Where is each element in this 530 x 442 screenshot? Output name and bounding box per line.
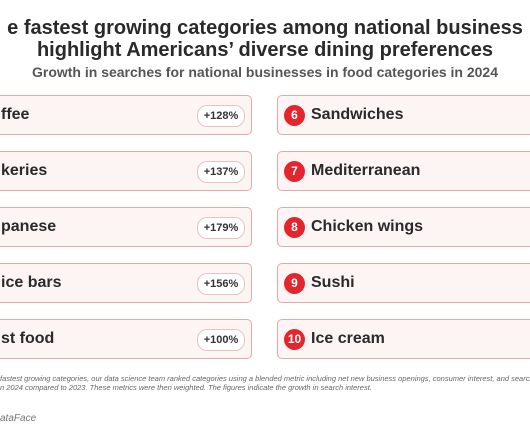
category-label: ffee <box>1 106 30 123</box>
category-label: Mediterranean <box>311 162 421 179</box>
title: highlight Americans’ diverse dining pref… <box>36 39 494 61</box>
category-label: st food <box>1 330 55 347</box>
category-card: 6 Sandwiches <box>277 95 530 135</box>
category-label: Chicken wings <box>311 218 424 235</box>
category-card: panese +179% <box>0 207 252 247</box>
category-label: ice bars <box>1 274 62 291</box>
category-label: Sandwiches <box>311 106 404 123</box>
subtitle: Growth in searches for national business… <box>31 64 499 80</box>
footnote: n 2024 compared to 2023. These metrics w… <box>0 383 372 392</box>
category-card: 7 Mediterranean <box>277 151 530 191</box>
category-card: ice bars +156% <box>0 263 252 303</box>
rank-badge: 7 <box>284 161 305 182</box>
growth-badge: +156% <box>197 273 245 295</box>
title: e fastest growing categories among natio… <box>7 17 523 39</box>
category-label: panese <box>1 218 57 235</box>
rank-badge: 10 <box>284 329 305 350</box>
rank-badge: 9 <box>284 273 305 294</box>
rank-badge: 8 <box>284 217 305 238</box>
growth-badge: +100% <box>197 329 245 351</box>
category-label: keries <box>1 162 48 179</box>
footnote: fastest growing categories, our data sci… <box>0 374 530 383</box>
category-label: Ice cream <box>311 330 385 347</box>
growth-badge: +137% <box>197 161 245 183</box>
rank-badge: 6 <box>284 105 305 126</box>
category-card: st food +100% <box>0 319 252 359</box>
category-card: keries +137% <box>0 151 252 191</box>
category-card: ffee +128% <box>0 95 252 135</box>
category-label: Sushi <box>311 274 355 291</box>
source-logo: ataFace <box>0 413 37 424</box>
growth-badge: +128% <box>197 105 245 127</box>
growth-badge: +179% <box>197 217 245 239</box>
category-card: 10 Ice cream <box>277 319 530 359</box>
category-card: 8 Chicken wings <box>277 207 530 247</box>
category-card: 9 Sushi <box>277 263 530 303</box>
